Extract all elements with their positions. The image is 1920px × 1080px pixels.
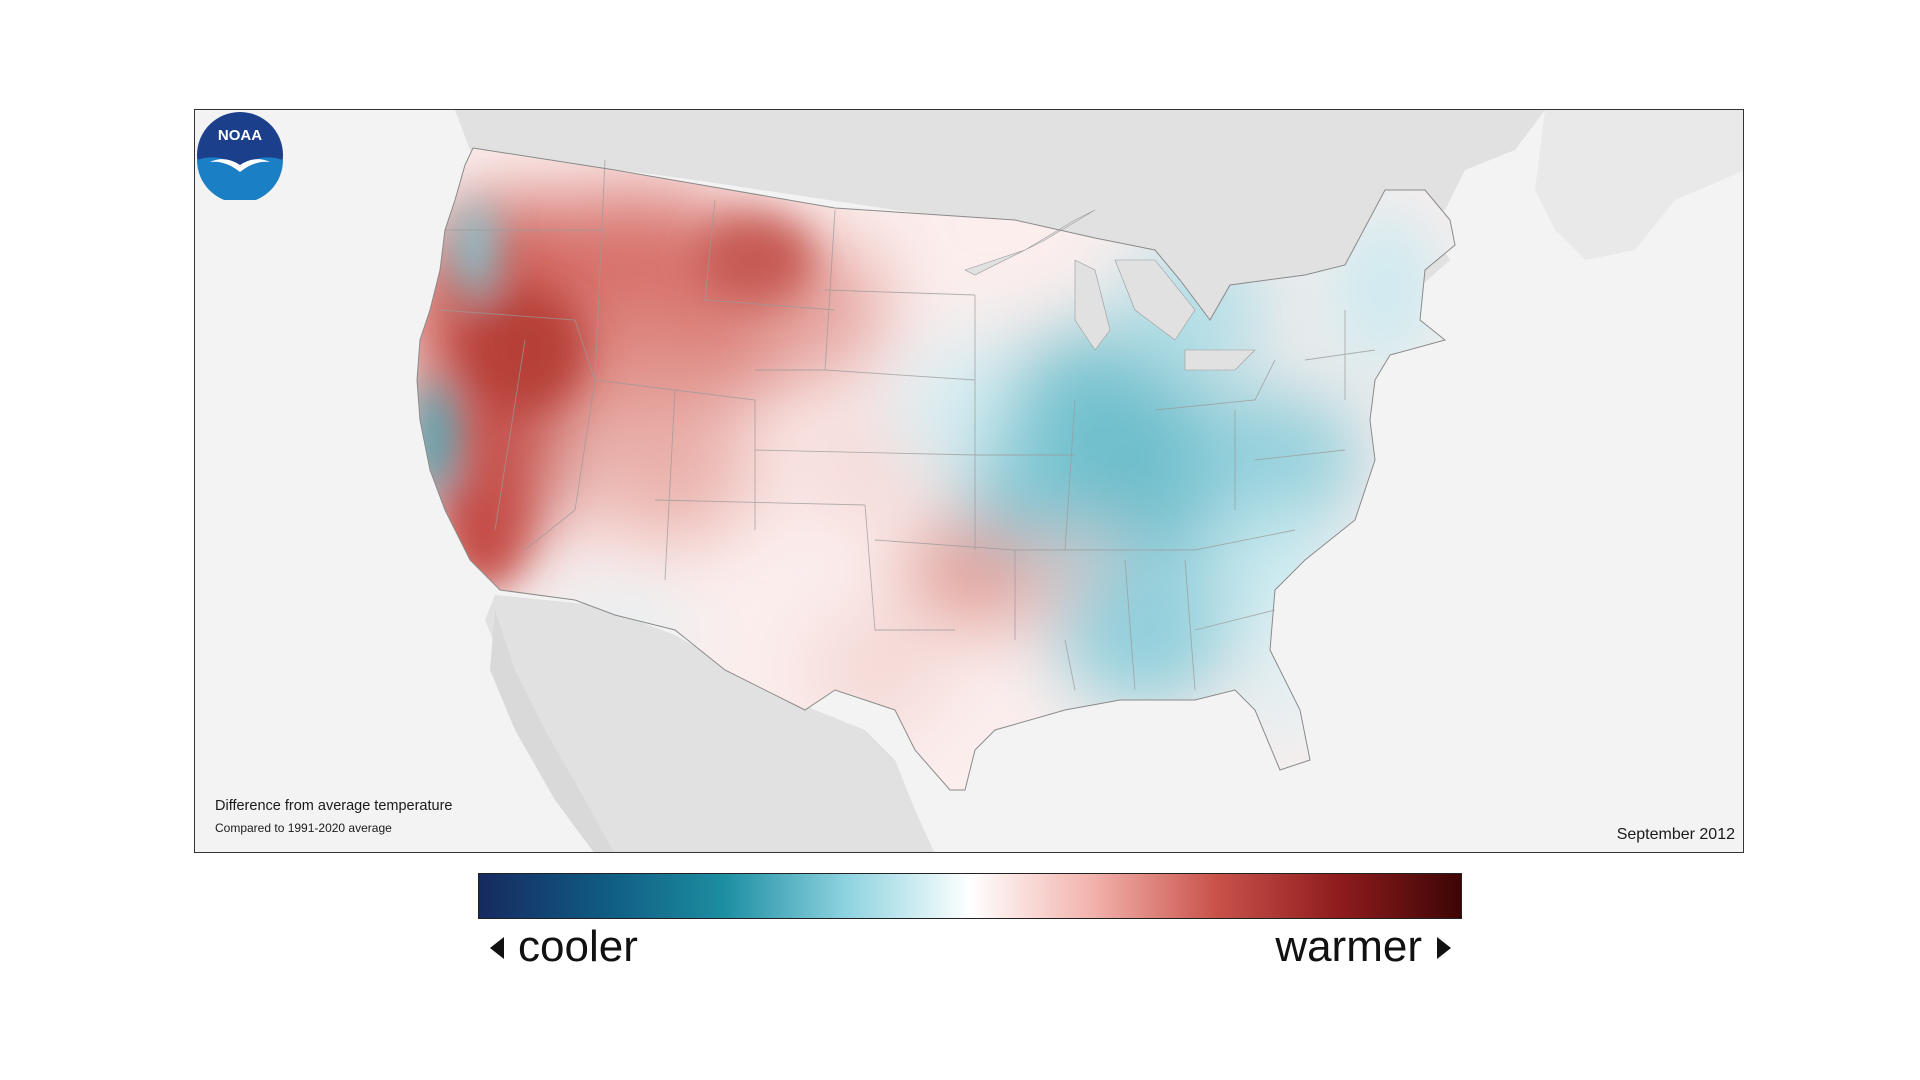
- noaa-logo: NOAA: [197, 112, 283, 200]
- right-arrow-icon: [1437, 937, 1451, 959]
- caption-subtitle: Compared to 1991-2020 average: [215, 821, 392, 835]
- caption-title: Difference from average temperature: [215, 798, 453, 814]
- map-panel: Difference from average temperature Comp…: [194, 109, 1744, 853]
- legend-low-label: cooler: [518, 922, 638, 971]
- canada-east-landmass: [1535, 110, 1743, 260]
- date-label: September 2012: [1616, 826, 1735, 843]
- baja-peninsula: [490, 610, 614, 852]
- us-outline: [416, 147, 1456, 791]
- left-arrow-icon: [490, 937, 504, 959]
- state-borders: [439, 159, 1376, 691]
- legend-high-label: warmer: [1275, 922, 1422, 971]
- mexico-landmass: [485, 595, 935, 852]
- great-lakes: [964, 209, 1256, 371]
- anomaly-map: [195, 110, 1743, 852]
- color-scale-bar: [478, 873, 1462, 919]
- noaa-logo-text: NOAA: [218, 127, 262, 144]
